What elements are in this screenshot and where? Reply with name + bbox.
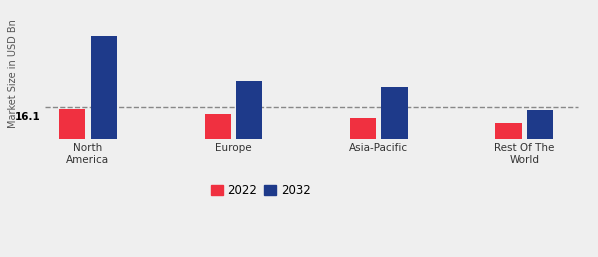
Bar bbox=[527, 110, 553, 139]
Text: 16.1: 16.1 bbox=[15, 112, 41, 122]
Bar bbox=[382, 87, 408, 139]
Bar bbox=[90, 36, 117, 139]
Bar bbox=[59, 109, 86, 139]
Bar bbox=[205, 114, 231, 139]
Bar bbox=[495, 123, 521, 139]
Bar bbox=[350, 118, 376, 139]
Y-axis label: Market Size in USD Bn: Market Size in USD Bn bbox=[8, 19, 19, 128]
Bar bbox=[236, 81, 262, 139]
Legend: 2022, 2032: 2022, 2032 bbox=[208, 181, 314, 201]
